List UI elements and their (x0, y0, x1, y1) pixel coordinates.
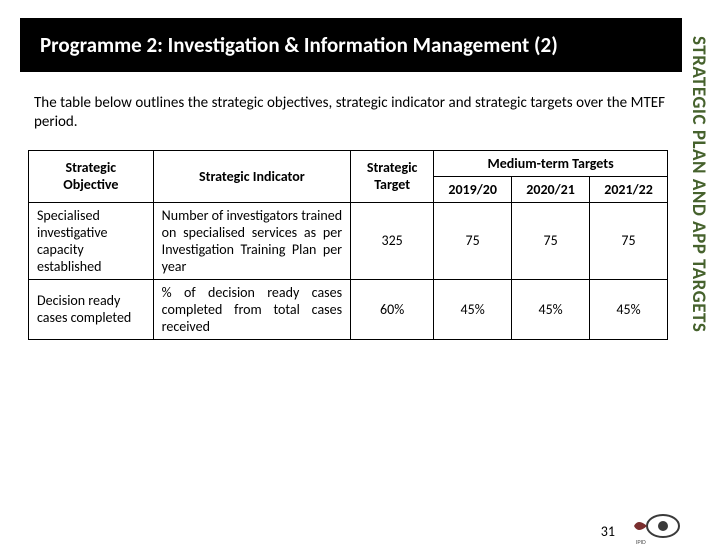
cell-year-1: 75 (434, 202, 512, 279)
th-strategic-target: Strategic Target (351, 150, 434, 202)
cell-target: 325 (351, 202, 434, 279)
page-number: 31 (601, 523, 615, 540)
cell-year-2: 75 (512, 202, 590, 279)
cell-target: 60% (351, 279, 434, 339)
programme-title-text: Programme 2: Investigation & Information… (40, 32, 558, 58)
cell-year-3: 45% (590, 279, 668, 339)
cell-year-3: 75 (590, 202, 668, 279)
cell-objective: Specialised investigative capacity estab… (29, 202, 154, 279)
table-row: Decision ready cases completed % of deci… (29, 279, 668, 339)
cell-year-2: 45% (512, 279, 590, 339)
th-year-2020: 2020/21 (512, 176, 590, 202)
ipid-logo-icon: IPID (630, 506, 682, 546)
slide-container: Programme 2: Investigation & Information… (0, 18, 720, 558)
cell-indicator: Number of investigators trained on speci… (153, 202, 350, 279)
strategic-table: Strategic Objective Strategic Indicator … (28, 150, 668, 340)
cell-year-1: 45% (434, 279, 512, 339)
th-medium-term: Medium-term Targets (434, 150, 668, 176)
programme-title-bar: Programme 2: Investigation & Information… (20, 18, 682, 72)
th-strategic-indicator: Strategic Indicator (153, 150, 350, 202)
cell-indicator: % of decision ready cases completed from… (153, 279, 350, 339)
svg-text:IPID: IPID (636, 540, 646, 546)
table-header-row-1: Strategic Objective Strategic Indicator … (29, 150, 668, 176)
vertical-section-label: STRATEGIC PLAN AND APP TARGETS (687, 36, 710, 332)
intro-paragraph: The table below outlines the strategic o… (34, 94, 665, 132)
table-row: Specialised investigative capacity estab… (29, 202, 668, 279)
th-year-2019: 2019/20 (434, 176, 512, 202)
th-year-2021: 2021/22 (590, 176, 668, 202)
th-strategic-objective: Strategic Objective (29, 150, 154, 202)
cell-objective: Decision ready cases completed (29, 279, 154, 339)
